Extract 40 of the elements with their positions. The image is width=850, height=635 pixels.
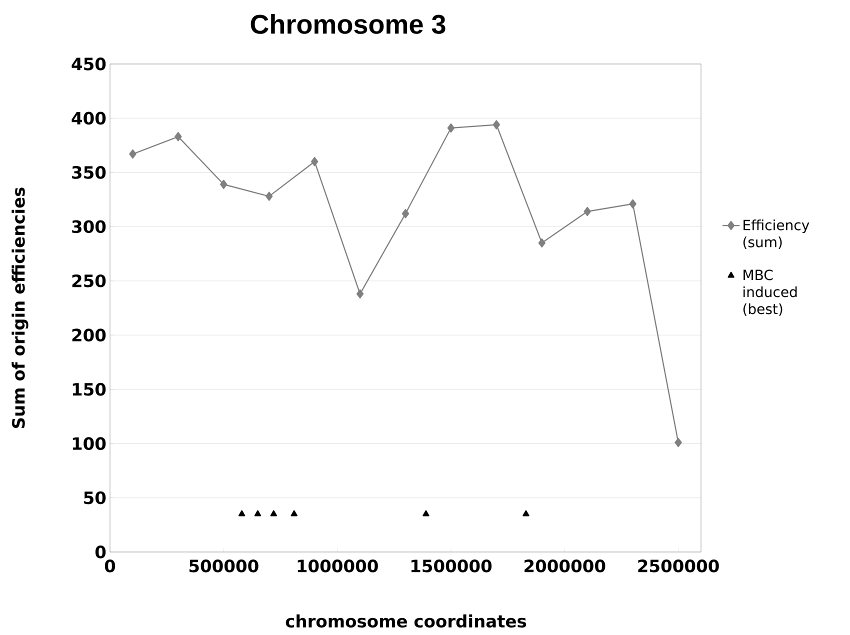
point — [238, 510, 246, 516]
point — [129, 149, 136, 159]
point — [220, 180, 228, 189]
point — [174, 132, 182, 142]
point — [674, 438, 682, 448]
point — [522, 510, 530, 516]
point — [629, 199, 636, 208]
point — [402, 209, 410, 218]
y-tick-label: 450 — [72, 58, 106, 70]
point — [290, 510, 298, 516]
y-tick-label: 200 — [72, 328, 106, 342]
legend-label: MBC induced (best) — [743, 270, 797, 316]
y-tick-label: 250 — [72, 274, 106, 288]
chart-title: Chromosome 3 — [250, 14, 446, 34]
y-tick-label: 350 — [72, 166, 106, 179]
y-tick-label: 150 — [72, 382, 106, 396]
point — [584, 206, 591, 216]
y-axis-title: Sum of origin efficiencies — [12, 188, 28, 428]
y-tick-label: 50 — [84, 491, 106, 504]
x-tick-label: 1000000 — [298, 560, 378, 572]
point — [356, 289, 364, 298]
point — [538, 238, 546, 248]
x-tick-label: 2500000 — [638, 560, 719, 572]
x-tick-label: 1500000 — [411, 560, 492, 572]
point — [422, 510, 430, 516]
x-tick-label: 0 — [104, 560, 116, 572]
x-tick-label: 2000000 — [524, 560, 606, 572]
x-axis-title: chromosome coordinates — [286, 614, 526, 628]
point — [270, 510, 278, 516]
x-tick-label: 500000 — [189, 560, 258, 572]
y-tick-label: 100 — [72, 437, 106, 450]
point — [447, 123, 455, 133]
y-tick-label: 400 — [72, 112, 106, 125]
point — [492, 120, 500, 130]
point — [310, 156, 318, 166]
y-tick-label: 300 — [72, 220, 106, 234]
legend-label: Efficiency (sum) — [743, 219, 810, 249]
point — [254, 510, 262, 516]
y-tick-label: 0 — [95, 546, 106, 558]
point — [266, 192, 273, 201]
